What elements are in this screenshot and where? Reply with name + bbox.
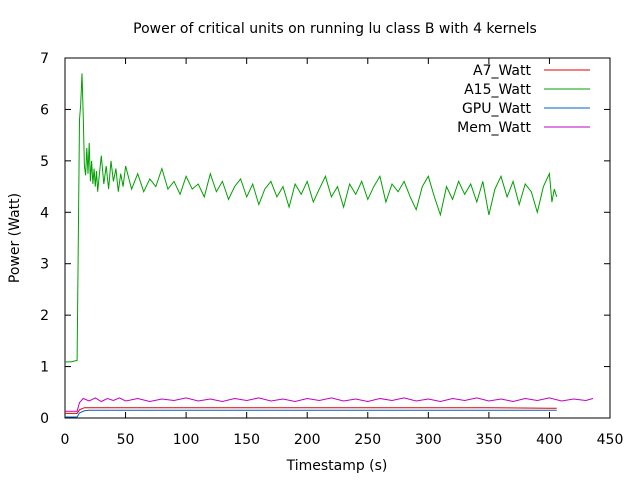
x-tick-label: 250 xyxy=(354,432,381,448)
x-tick-label: 50 xyxy=(117,432,135,448)
plot-frame xyxy=(64,57,611,419)
x-tick-label: 450 xyxy=(597,432,624,448)
series-line-a15-watt xyxy=(65,73,558,363)
y-tick-label: 3 xyxy=(40,257,49,273)
y-tick-label: 2 xyxy=(40,308,49,324)
y-tick-label: 4 xyxy=(40,205,49,221)
y-tick-label: 1 xyxy=(40,360,49,376)
x-tick-label: 100 xyxy=(173,432,200,448)
x-axis-label: Timestamp (s) xyxy=(286,458,388,474)
y-tick-label: 0 xyxy=(40,411,49,427)
x-tick-label: 300 xyxy=(415,432,442,448)
y-tick-label: 5 xyxy=(40,154,49,170)
y-tick-label: 7 xyxy=(40,51,49,67)
series-line-gpu-watt xyxy=(65,409,557,418)
legend-label: Mem_Watt xyxy=(457,120,531,136)
series-line-mem-watt xyxy=(65,397,594,412)
chart-title: Power of critical units on running lu cl… xyxy=(133,21,537,37)
legend-label: GPU_Watt xyxy=(462,101,532,117)
y-tick-label: 6 xyxy=(40,102,49,118)
series-line-a7-watt xyxy=(65,407,557,414)
legend: A7_Watt A15_Watt GPU_Watt Mem_Watt xyxy=(457,63,590,136)
x-tick-label: 0 xyxy=(61,432,70,448)
series-lines xyxy=(65,73,594,418)
x-tick-label: 150 xyxy=(233,432,260,448)
legend-label: A7_Watt xyxy=(473,63,532,79)
axis-ticks: 0 50 100 150 200 250 300 350 400 450 0 1 2 3 4 5 6 7 xyxy=(40,51,623,448)
legend-label: A15_Watt xyxy=(464,82,531,98)
x-tick-label: 350 xyxy=(476,432,503,448)
x-tick-label: 400 xyxy=(536,432,563,448)
y-axis-label: Power (Watt) xyxy=(7,193,23,283)
x-tick-label: 200 xyxy=(294,432,321,448)
